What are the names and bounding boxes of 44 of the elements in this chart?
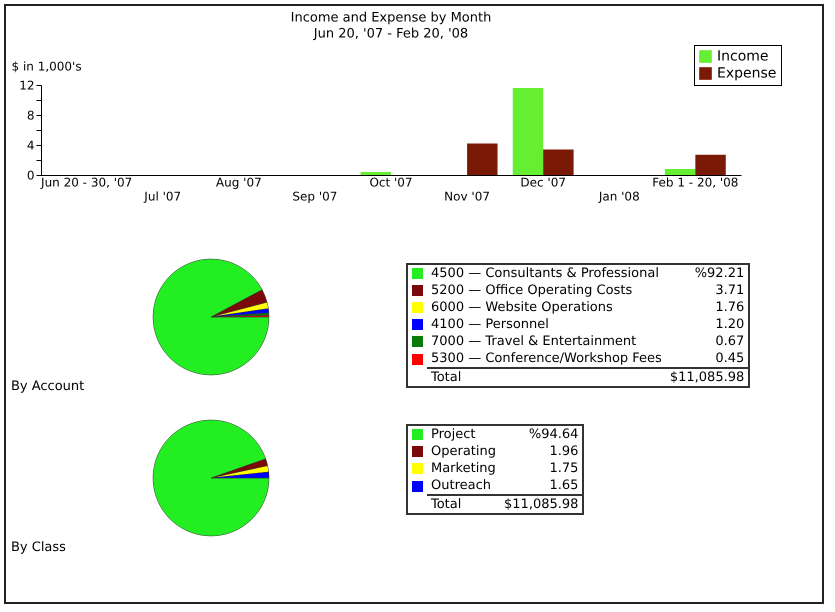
legend-label: Project	[430, 426, 476, 443]
y-tick-label: 8	[26, 108, 34, 122]
text: By Account	[11, 379, 84, 394]
data-label: 3.71	[714, 282, 746, 299]
x-tick-label: Dec '07	[520, 176, 566, 190]
data-label: 0.45	[714, 350, 746, 368]
data-label: 1.65	[548, 477, 580, 495]
legend-label: Income	[717, 48, 769, 64]
text: $11,085.98	[500, 495, 584, 514]
legend-label: Expense	[717, 66, 776, 82]
y-tick-label: 0	[26, 168, 34, 182]
chart-title: Income and Expense by Month	[290, 10, 492, 26]
text: Total	[427, 368, 666, 387]
legend-label: Marketing	[430, 460, 497, 477]
y-tick-label: 4	[26, 138, 34, 152]
x-tick-label: Jan '08	[598, 190, 640, 204]
legend-label: 5300 — Conference/Workshop Fees	[430, 350, 663, 368]
x-tick-label: Aug '07	[216, 176, 262, 190]
data-label: 0.67	[714, 333, 746, 350]
y-tick-label: 12	[19, 78, 34, 92]
legend-label: 7000 — Travel & Entertainment	[430, 333, 638, 350]
x-tick-label: Jul '07	[143, 190, 182, 204]
legend-label: 4100 — Personnel	[430, 316, 550, 333]
legend-label: Outreach	[430, 477, 492, 495]
x-tick-label: Feb 1 - 20, '08	[652, 176, 738, 190]
y-axis-title: $ in 1,000's	[12, 60, 82, 74]
data-label: 1.76	[714, 299, 746, 316]
text: By Class	[11, 540, 66, 555]
data-label: %92.21	[694, 265, 746, 282]
legend-label: 6000 — Website Operations	[430, 299, 614, 316]
chart-subtitle: Jun 20, '07 - Feb 20, '08	[312, 26, 468, 42]
data-label: 1.20	[714, 316, 746, 333]
x-tick-label: Jun 20 - 30, '07	[40, 176, 132, 190]
data-label: 1.75	[548, 460, 580, 477]
data-label: %94.64	[528, 426, 580, 443]
data-label: 1.96	[548, 443, 580, 460]
text: $11,085.98	[666, 368, 750, 387]
x-tick-label: Oct '07	[369, 176, 413, 190]
legend-label: Operating	[430, 443, 497, 460]
x-tick-label: Sep '07	[292, 190, 338, 204]
text: Total	[427, 495, 500, 514]
x-tick-label: Nov '07	[444, 190, 490, 204]
legend-label: 5200 — Office Operating Costs	[430, 282, 634, 299]
legend-label: 4500 — Consultants & Professional	[430, 265, 660, 282]
